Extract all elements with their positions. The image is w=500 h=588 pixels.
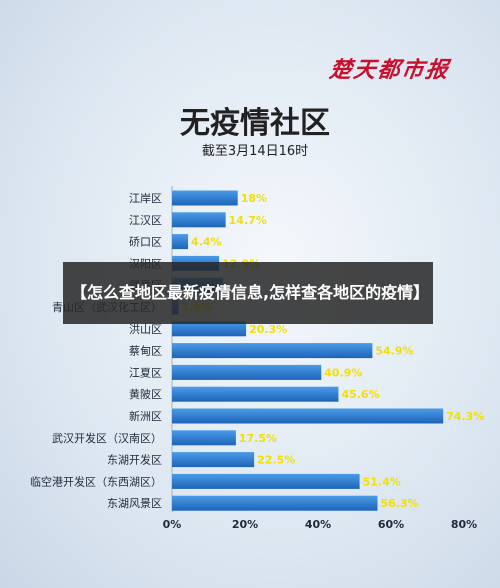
category-label: 洪山区	[129, 322, 162, 336]
value-label: 45.6%	[341, 388, 379, 401]
x-tick-label: 80%	[451, 518, 477, 531]
x-tick-label: 20%	[232, 518, 258, 531]
value-label: 54.9%	[375, 345, 413, 358]
category-label: 东湖开发区	[107, 453, 162, 467]
bar	[172, 386, 339, 402]
category-label: 江汉区	[129, 214, 162, 227]
bar	[172, 473, 360, 489]
bar	[172, 452, 255, 468]
bar	[172, 343, 373, 359]
category-label: 江岸区	[129, 192, 162, 205]
x-tick-label: 0%	[163, 518, 182, 531]
category-label: 江夏区	[129, 366, 162, 379]
bar	[172, 212, 226, 228]
x-tick-label: 60%	[378, 518, 404, 531]
bar	[172, 495, 378, 511]
category-label: 黄陂区	[129, 387, 162, 401]
bar	[172, 190, 238, 206]
bar	[172, 234, 189, 250]
bar	[172, 364, 322, 380]
value-label: 22.5%	[257, 454, 295, 467]
category-label: 硚口区	[129, 236, 162, 249]
category-label: 蔡甸区	[129, 345, 162, 358]
bar	[172, 408, 444, 424]
category-label: 临空港开发区（东西湖区）	[30, 474, 162, 488]
value-label: 74.3%	[446, 410, 484, 423]
value-label: 14.7%	[229, 214, 267, 227]
chart-title: 无疫情社区	[180, 106, 330, 141]
value-label: 4.4%	[191, 236, 222, 249]
value-label: 40.9%	[324, 366, 362, 379]
category-label: 武汉开发区（汉南区）	[52, 431, 162, 445]
category-label: 新洲区	[129, 409, 162, 423]
value-label: 56.3%	[380, 497, 418, 510]
category-label: 东湖风景区	[107, 497, 162, 510]
value-label: 20.3%	[249, 323, 287, 336]
value-label: 51.4%	[363, 475, 401, 488]
value-label: 17.5%	[239, 432, 277, 445]
bar	[172, 321, 247, 337]
value-label: 18%	[241, 192, 267, 205]
x-tick-label: 40%	[305, 518, 331, 531]
chart-subtitle: 截至3月14日16时	[201, 144, 309, 159]
bar	[172, 430, 236, 446]
article-title-overlay: 【怎么查地区最新疫情信息,怎样查各地区的疫情】	[63, 262, 433, 324]
